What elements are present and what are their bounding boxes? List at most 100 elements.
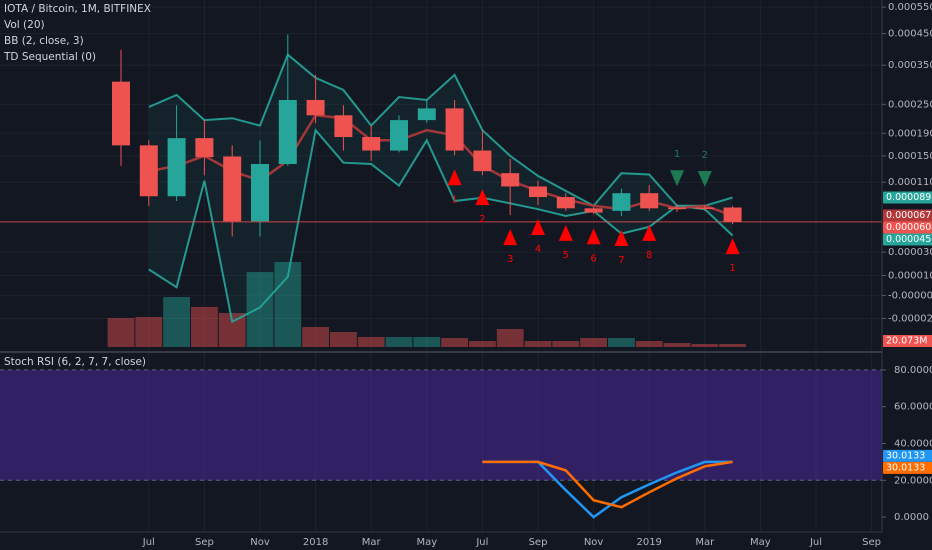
x-tick-label: Sep bbox=[529, 537, 548, 548]
bb-upper-line bbox=[148, 53, 733, 208]
candle-body bbox=[278, 99, 297, 164]
price-badge-label: 0.000045950 bbox=[886, 234, 932, 245]
candle-body bbox=[556, 197, 575, 209]
price-badge bbox=[883, 209, 932, 222]
price-badge bbox=[883, 449, 932, 462]
volume-bar bbox=[163, 297, 190, 347]
td-sell-arrow bbox=[670, 170, 684, 187]
volume-bar bbox=[107, 318, 135, 347]
volume-bar bbox=[357, 336, 385, 347]
volume-bar bbox=[191, 306, 218, 347]
td-buy-arrow bbox=[558, 224, 573, 241]
td-buy-arrow bbox=[725, 238, 740, 255]
price-badge bbox=[883, 191, 932, 204]
td-buy-count: 2 bbox=[479, 214, 485, 225]
candle-body bbox=[529, 186, 547, 198]
candle-body bbox=[584, 208, 603, 213]
y-tick-label: 0.00019000 bbox=[888, 128, 932, 139]
candle-body bbox=[112, 81, 130, 146]
candle-body bbox=[723, 207, 742, 222]
volume-badge-label: 20.073M bbox=[886, 336, 927, 347]
volume-bar bbox=[246, 272, 274, 347]
y-tick-label: 0.00055000 bbox=[888, 2, 932, 13]
y-tick-label: 20.0000 bbox=[894, 475, 932, 486]
candle-body bbox=[306, 99, 325, 116]
volume-bar bbox=[580, 338, 607, 347]
volume-bar bbox=[496, 329, 524, 347]
candle-body bbox=[445, 108, 464, 151]
td-buy-count: 8 bbox=[646, 250, 652, 261]
axes: Jul Sep Nov 2018 Mar May Jul Sep Nov 2019 Mar May Ju… bbox=[142, 2, 932, 548]
td-buy-count: 1 bbox=[729, 263, 735, 274]
volume-badge bbox=[883, 335, 932, 347]
y-tick-label: 0.000030000 bbox=[888, 247, 932, 258]
td-buy-count: 7 bbox=[618, 255, 624, 266]
candle-body bbox=[362, 137, 381, 151]
y-tick-label: -0.000020000 bbox=[888, 313, 932, 324]
plot-area: 1 2 3 4 5 6 7 8 1 1 2 bbox=[0, 34, 882, 519]
candle-body bbox=[695, 207, 714, 209]
volume-bar bbox=[719, 343, 746, 347]
price-badge-label: 30.0133 bbox=[886, 462, 925, 473]
price-badge bbox=[883, 233, 932, 246]
x-tick-label: 2019 bbox=[636, 537, 661, 548]
volume-bar bbox=[663, 342, 691, 347]
price-badge bbox=[883, 221, 932, 234]
price-badge-label: 0.000089390 bbox=[886, 192, 932, 203]
y-tick-label: 80.0000 bbox=[894, 365, 932, 376]
x-tick-label: Mar bbox=[362, 537, 382, 548]
x-tick-label: Sep bbox=[195, 537, 214, 548]
td-sell-count: 1 bbox=[674, 149, 680, 160]
td-buy-count: 1 bbox=[451, 194, 457, 205]
volume-bar bbox=[469, 341, 496, 347]
candle-body bbox=[167, 138, 186, 197]
volume-bar bbox=[330, 332, 357, 347]
candle-body bbox=[251, 163, 269, 222]
x-tick-label: Mar bbox=[695, 537, 715, 548]
candle-body bbox=[640, 193, 659, 209]
bb-basis-line bbox=[148, 113, 734, 217]
y-tick-label: 0.00015000 bbox=[888, 151, 932, 162]
bb-lower-line bbox=[148, 127, 734, 324]
td-buy-arrow bbox=[447, 169, 462, 186]
y-tick-label: 0.00045000 bbox=[888, 29, 932, 40]
td-buy-arrow bbox=[614, 230, 629, 247]
y-tick-label: 40.0000 bbox=[894, 439, 932, 450]
stoch-line bbox=[482, 460, 733, 509]
price-badge bbox=[883, 461, 932, 474]
volume-bar bbox=[524, 341, 552, 347]
candle-body bbox=[223, 156, 242, 222]
td-buy-count: 3 bbox=[507, 254, 513, 265]
candle-body bbox=[139, 145, 158, 197]
volume-bar bbox=[691, 344, 719, 347]
price-badge-label: 0.000067670 bbox=[886, 210, 932, 221]
candle-body bbox=[334, 115, 353, 138]
y-tick-label: -0.000005000 bbox=[888, 291, 932, 302]
volume-bar bbox=[385, 336, 413, 347]
y-tick-label: 0.00011000 bbox=[888, 177, 932, 188]
td-buy-count: 6 bbox=[590, 253, 596, 264]
candle-body bbox=[501, 173, 520, 187]
volume-bar bbox=[302, 327, 329, 347]
y-tick-label: 0.00035000 bbox=[888, 60, 932, 71]
x-tick-label: Nov bbox=[250, 537, 270, 548]
x-tick-label: Sep bbox=[862, 537, 881, 548]
x-tick-label: 2018 bbox=[303, 537, 328, 548]
volume-bar bbox=[135, 317, 163, 347]
y-tick-label: 60.0000 bbox=[894, 402, 932, 413]
x-tick-label: Jul bbox=[809, 537, 822, 548]
volume-bar bbox=[441, 338, 468, 347]
td-buy-arrow bbox=[475, 189, 490, 206]
candle-body bbox=[473, 150, 492, 172]
price-badge-label: 30.0133 bbox=[886, 450, 925, 461]
x-tick-label: Jul bbox=[475, 537, 488, 548]
bb-legend: BB (2, close, 3) bbox=[4, 35, 84, 47]
price-badge-label: 0.000060430 bbox=[886, 222, 932, 233]
volume-legend: Vol (20) bbox=[4, 19, 45, 31]
x-tick-label: Jul bbox=[142, 537, 155, 548]
x-tick-label: May bbox=[750, 537, 771, 548]
y-tick-label: 0.0000 bbox=[894, 512, 929, 523]
td-buy-arrow bbox=[586, 228, 601, 245]
volume-bar bbox=[635, 341, 663, 347]
candle-body bbox=[417, 108, 436, 121]
